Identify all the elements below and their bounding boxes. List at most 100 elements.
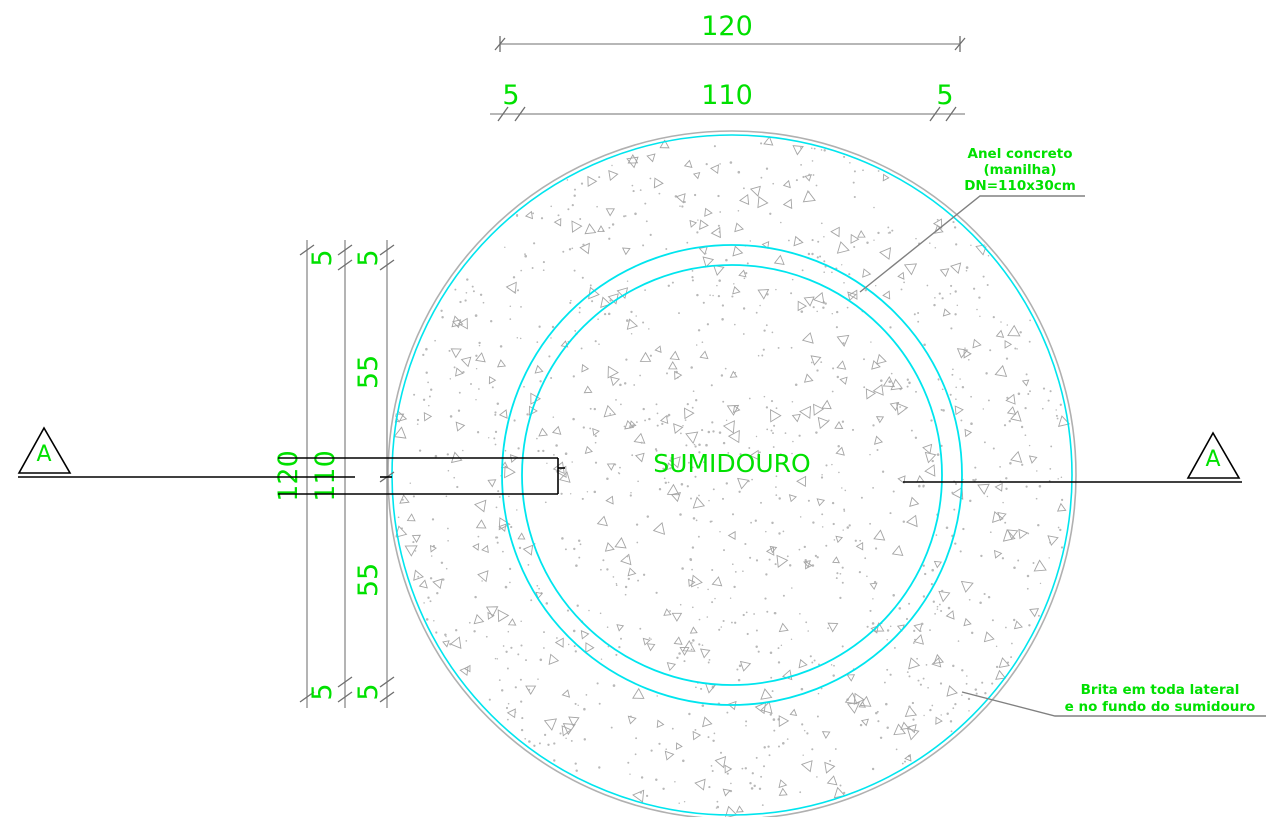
gravel-dot <box>775 475 778 478</box>
gravel-dot <box>702 301 705 304</box>
dim-left-bottom-wall-b: 5 <box>353 683 384 700</box>
gravel-stone <box>633 432 646 444</box>
gravel-dot <box>839 596 842 600</box>
gravel-dot <box>428 404 430 407</box>
gravel-dot <box>681 205 684 208</box>
gravel-dot <box>598 702 601 705</box>
gravel-dot <box>738 490 741 493</box>
gravel-dot <box>543 631 545 634</box>
gravel-dot <box>412 495 415 498</box>
gravel-dot <box>872 424 875 427</box>
gravel-dot <box>1005 477 1008 480</box>
gravel-dot <box>591 300 594 303</box>
gravel-dot <box>967 697 971 701</box>
gravel-dot <box>678 312 680 315</box>
gravel-dot <box>571 247 574 250</box>
gravel-dot <box>817 692 820 695</box>
gravel-dot <box>986 495 989 498</box>
gravel-dot <box>919 683 922 686</box>
gravel-stone <box>699 648 711 659</box>
gravel-dot <box>991 682 994 685</box>
gravel-dot <box>991 619 994 622</box>
gravel-dot <box>642 407 645 411</box>
gravel-dot <box>695 519 698 522</box>
gravel-dot <box>696 293 699 297</box>
gravel-dot <box>537 449 540 453</box>
gravel-stone <box>862 268 872 278</box>
dim-top-total: 120 <box>701 11 753 42</box>
gravel-dot <box>859 539 862 542</box>
gravel-dot <box>954 313 957 316</box>
gravel-dot <box>623 215 626 218</box>
gravel-dot <box>691 466 694 469</box>
gravel-dot <box>908 705 911 709</box>
gravel-stone <box>800 760 813 773</box>
gravel-dot <box>524 253 526 255</box>
gravel-dot <box>714 597 716 600</box>
gravel-stone <box>1056 502 1067 512</box>
gravel-dot <box>707 430 711 434</box>
gravel-dot <box>662 787 665 791</box>
gravel-dot <box>507 702 510 705</box>
gravel-dot <box>556 637 558 639</box>
gravel-dot <box>902 520 906 523</box>
gravel-stone <box>836 334 850 347</box>
gravel-stone <box>714 756 727 769</box>
gravel-dot <box>981 681 984 684</box>
gravel-stone <box>517 532 526 540</box>
gravel-dot <box>683 200 686 204</box>
gravel-dot <box>737 210 740 212</box>
gravel-dot <box>626 280 629 282</box>
gravel-dot <box>1003 424 1007 427</box>
gravel-stone <box>694 778 706 791</box>
gravel-dot <box>583 738 587 741</box>
gravel-dot <box>576 604 579 607</box>
gravel-dot <box>790 638 793 641</box>
gravel-dot <box>574 329 577 332</box>
gravel-dot <box>738 664 742 668</box>
gravel-dot <box>572 375 575 378</box>
gravel-dot <box>761 354 764 357</box>
gravel-dot <box>818 663 820 666</box>
gravel-dot <box>778 745 780 748</box>
gravel-dot <box>707 588 709 591</box>
gravel-dot <box>593 407 596 411</box>
gravel-dot <box>725 419 728 422</box>
gravel-dot <box>807 630 809 632</box>
dim-left-top-wall-b: 5 <box>353 249 384 266</box>
gravel-dot <box>449 415 453 418</box>
gravel-label-line-2: e no fundo do sumidouro <box>1065 699 1256 715</box>
gravel-dot <box>917 312 920 314</box>
gravel-dot <box>539 380 542 383</box>
gravel-stone <box>666 662 677 672</box>
gravel-dot <box>832 522 835 526</box>
gravel-dot <box>731 295 734 298</box>
dim-left-top-wall-a: 5 <box>307 249 338 266</box>
gravel-stone <box>673 636 683 645</box>
gravel-stone <box>668 360 678 370</box>
gravel-stone <box>684 407 695 420</box>
gravel-dot <box>985 372 988 375</box>
gravel-stone <box>603 404 617 418</box>
gravel-dot <box>1006 324 1009 326</box>
ring-label-line-1: Anel concreto <box>968 146 1073 162</box>
gravel-dot <box>698 443 701 446</box>
gravel-dot <box>496 658 499 660</box>
gravel-dot <box>876 448 879 452</box>
gravel-dot <box>791 587 793 589</box>
gravel-dot <box>1012 618 1016 622</box>
gravel-dot <box>502 645 505 647</box>
gravel-dot <box>645 794 649 798</box>
gravel-dot <box>800 310 804 313</box>
gravel-dot <box>691 642 693 644</box>
gravel-stone <box>393 426 407 439</box>
gravel-dot <box>763 395 766 398</box>
gravel-stone <box>580 630 590 640</box>
gravel-dot <box>916 657 918 660</box>
gravel-dot <box>814 554 818 558</box>
gravel-dot <box>762 348 765 351</box>
gravel-dot <box>807 499 810 502</box>
gravel-stone <box>913 634 924 645</box>
gravel-dot <box>1019 331 1022 334</box>
gravel-dot <box>682 759 685 763</box>
